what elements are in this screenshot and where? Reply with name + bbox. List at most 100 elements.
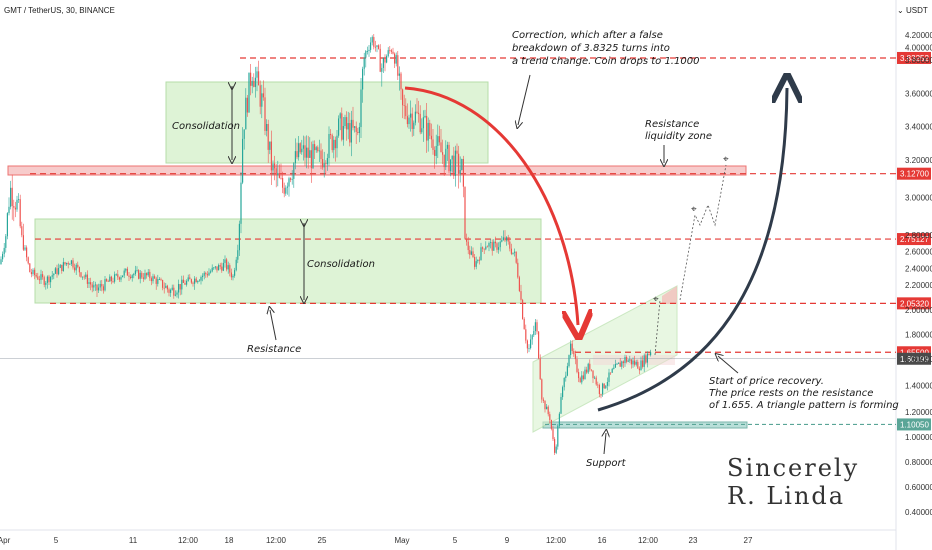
candle-body <box>243 129 245 139</box>
candle-body <box>306 147 308 158</box>
candle-body <box>437 136 439 146</box>
candle-body <box>360 89 362 128</box>
candle-body <box>21 226 23 236</box>
candle-body <box>226 259 228 270</box>
candle-body <box>259 85 261 107</box>
candle-body <box>448 144 450 172</box>
candle-body <box>245 97 247 130</box>
candle-body <box>170 289 172 293</box>
candle-body <box>646 353 648 363</box>
candle-body <box>366 50 368 52</box>
chart-symbol-title: GMT / TetherUS, 30, BINANCE <box>4 6 115 15</box>
candle-body <box>426 115 428 141</box>
price-level-tag <box>897 352 931 365</box>
candle-body <box>395 55 397 64</box>
y-axis-ticks: 4.20000 4.00000 3.80000 3.60000 3.40000 3.200… <box>905 31 932 517</box>
candle-body <box>472 251 474 258</box>
candle-body <box>650 352 652 356</box>
candle-body <box>266 124 268 131</box>
candle-body <box>475 261 477 267</box>
candle-body <box>29 263 31 273</box>
x-axis-ticks: Apr 5 11 12:00 18 12:00 25 May 5 9 12:00 16 12:00 23 2… <box>0 536 753 545</box>
candle-body <box>272 163 274 171</box>
candle-body <box>480 247 482 261</box>
candle-body <box>394 53 396 64</box>
candle-body <box>6 213 8 237</box>
resistance-liquidity-band <box>7 165 747 176</box>
candle-body <box>624 356 626 364</box>
candle-body <box>531 335 533 340</box>
candle-body <box>534 322 536 332</box>
candle-body <box>419 113 421 133</box>
candle-body <box>14 207 16 210</box>
candle-body <box>515 251 517 263</box>
price-level-tag <box>897 233 931 246</box>
candle-body <box>634 360 636 365</box>
candle-body <box>235 259 237 271</box>
candle-body <box>522 299 524 320</box>
candle-body <box>94 284 96 286</box>
candle-body <box>336 135 338 149</box>
y-tick-label: 1.80000 <box>905 331 932 340</box>
candle-body <box>296 151 298 158</box>
candle-body <box>387 50 389 57</box>
candle-body <box>30 272 32 275</box>
candle-body <box>344 117 346 127</box>
candle-body <box>618 362 620 364</box>
candle-body <box>149 271 151 279</box>
candle-body <box>483 248 485 250</box>
candle-body <box>269 141 271 150</box>
candle-body <box>381 67 383 72</box>
candle-body <box>213 267 215 269</box>
candle-body <box>622 361 624 364</box>
x-tick-label: 18 <box>225 536 234 545</box>
candle-body <box>315 147 317 151</box>
candle-body <box>275 168 277 176</box>
candle-body <box>83 276 85 278</box>
candle-body <box>218 265 220 271</box>
candle-body <box>174 294 176 296</box>
candle-body <box>453 155 455 176</box>
candle-body <box>283 187 285 194</box>
candle-body <box>523 319 525 330</box>
y-tick-label: 1.00000 <box>905 433 932 442</box>
candle-body <box>411 113 413 129</box>
candle-body <box>616 363 618 365</box>
candle-body <box>72 260 74 268</box>
currency-dropdown-icon[interactable]: ⌄ <box>897 6 904 15</box>
candle-body <box>294 151 296 164</box>
candle-body <box>293 163 295 179</box>
candle-body <box>2 253 4 260</box>
candle-body <box>114 274 116 282</box>
candle-body <box>5 236 7 248</box>
candle-body <box>330 133 332 136</box>
candle-body <box>192 282 194 284</box>
candle-body <box>365 51 367 58</box>
candle-body <box>80 272 82 277</box>
candle-body <box>162 279 164 288</box>
candle-body <box>310 150 312 169</box>
candle-body <box>597 384 599 386</box>
candle-body <box>224 259 226 263</box>
y-tick-label: 2.00000 <box>905 306 932 315</box>
candle-body <box>282 178 284 188</box>
candle-body <box>371 37 373 43</box>
candle-body <box>450 159 452 172</box>
candle-body <box>416 111 418 113</box>
candle-body <box>46 276 48 283</box>
candle-body <box>485 246 487 250</box>
triangle-pattern-box <box>593 355 675 365</box>
candle-body <box>427 122 429 141</box>
candle-body <box>134 270 136 275</box>
candle-body <box>203 272 205 276</box>
x-tick-label: 25 <box>318 536 327 545</box>
candle-body <box>635 361 637 365</box>
candle-body <box>99 283 101 288</box>
candle-body <box>414 111 416 123</box>
candle-body <box>611 368 613 373</box>
candle-body <box>424 115 426 118</box>
candle-body <box>598 385 600 395</box>
candle-body <box>566 366 568 376</box>
correction-note-2: breakdown of 3.8325 turns into <box>512 43 670 54</box>
